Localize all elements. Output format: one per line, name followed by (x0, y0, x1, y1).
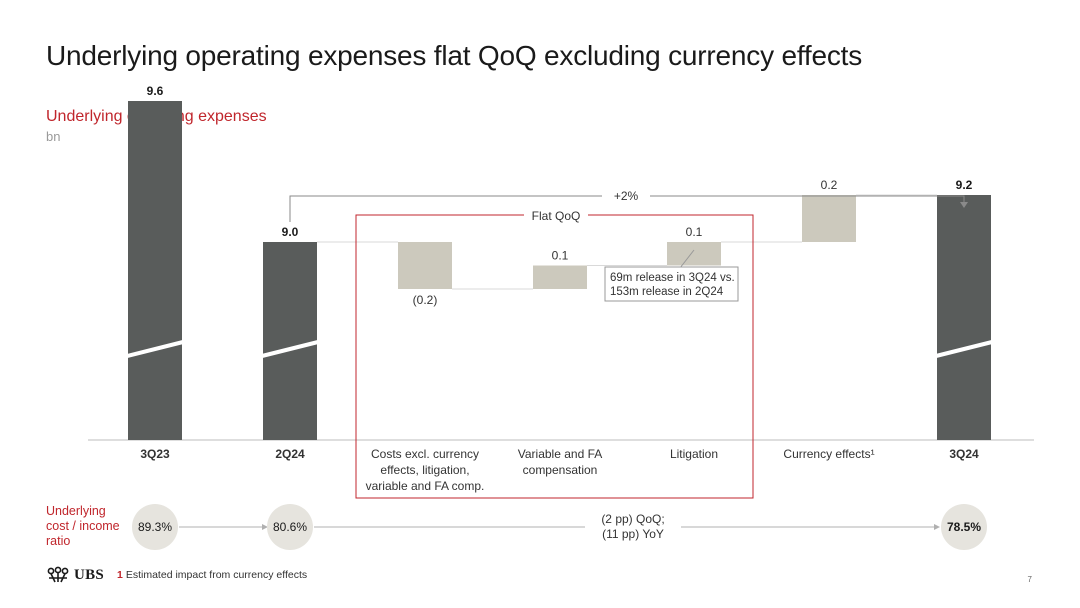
bar-2q24 (263, 242, 317, 440)
logo-wordmark: UBS (74, 566, 105, 583)
axis-break-mark (261, 340, 319, 358)
data-label: 0.2 (821, 178, 838, 192)
ratio-value: 80.6% (273, 520, 307, 534)
arrow-head-icon (934, 524, 940, 530)
ratio-value: 78.5% (947, 520, 981, 534)
category-label: 3Q24 (949, 447, 979, 461)
arrow-head-icon (262, 524, 268, 530)
bar-delta-4 (667, 242, 721, 266)
bar-delta-2 (398, 242, 452, 289)
axis-break-mark (935, 340, 993, 358)
callout-leader (679, 249, 695, 269)
ratio-label-line: ratio (46, 534, 71, 548)
footnote: 1 Estimated impact from currency effects (117, 569, 307, 581)
box-label: Flat QoQ (532, 209, 581, 223)
data-label: 9.6 (147, 84, 164, 98)
bar-3q23 (128, 101, 182, 440)
ubs-logo: UBS (46, 566, 104, 584)
ratio-change-text: (2 pp) QoQ; (601, 512, 664, 526)
ratio-value: 89.3% (138, 520, 172, 534)
category-label: effects, litigation, (380, 463, 469, 477)
category-label: Variable and FA (518, 447, 603, 461)
page-title: Underlying operating expenses flat QoQ e… (46, 40, 863, 71)
ratio-label-line: cost / income (46, 519, 120, 533)
bar-delta-5 (802, 195, 856, 242)
category-label: Currency effects¹ (783, 447, 874, 461)
callout-text: 69m release in 3Q24 vs. (610, 272, 735, 284)
callout-box (604, 266, 739, 302)
box-label-bg (524, 208, 588, 224)
ratio-circle (132, 504, 178, 550)
ratio-change-text: (11 pp) YoY (602, 527, 664, 541)
ratio-circle (941, 504, 987, 550)
ratio-circle (267, 504, 313, 550)
footnote-number: 1 (117, 569, 123, 581)
callout-text: 153m release in 2Q24 (610, 286, 724, 298)
axis-break-mark (126, 340, 184, 358)
data-label: 0.1 (686, 225, 703, 239)
category-label: variable and FA comp. (366, 479, 485, 493)
data-label: (0.2) (413, 293, 438, 307)
page-number: 7 (1027, 575, 1032, 584)
ratio-label: Underlying cost / income ratio (46, 504, 136, 549)
bar-delta-3 (533, 265, 587, 289)
data-label: 0.1 (552, 249, 569, 263)
category-label: Costs excl. currency (371, 447, 479, 461)
category-label: 3Q23 (140, 447, 170, 461)
data-label: 9.0 (282, 225, 299, 239)
footnote-text: Estimated impact from currency effects (125, 569, 308, 581)
category-label: Litigation (670, 447, 718, 461)
keys-logo-icon (47, 566, 69, 583)
unit-label: bn (46, 129, 61, 144)
ratio-label-line: Underlying (46, 504, 106, 518)
data-label: 9.2 (956, 178, 973, 192)
bar-3q24 (937, 195, 991, 440)
category-label: compensation (523, 463, 598, 477)
arrow-head-icon (960, 202, 968, 208)
category-label: 2Q24 (275, 447, 305, 461)
growth-label-bg (602, 188, 650, 204)
growth-label: +2% (614, 189, 639, 203)
